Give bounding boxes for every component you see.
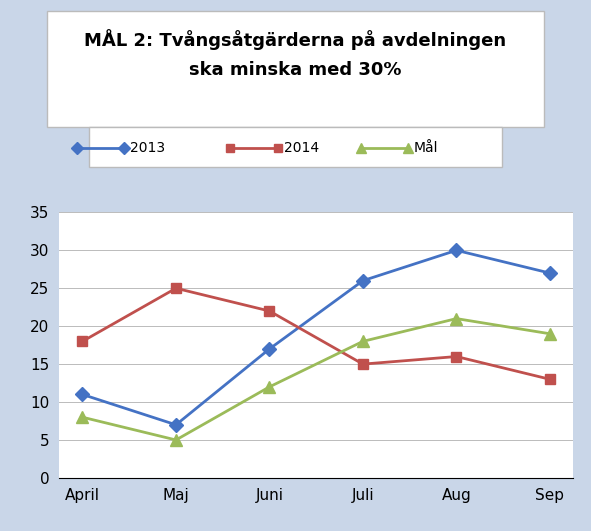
2013 — [79, 391, 86, 398]
2014 — [79, 338, 86, 345]
2014 — [453, 353, 460, 359]
Mål — [359, 338, 366, 345]
Text: ska minska med 30%: ska minska med 30% — [189, 61, 402, 79]
Mål — [79, 414, 86, 421]
Text: 2013: 2013 — [130, 141, 165, 155]
Mål — [546, 331, 553, 337]
2013 — [173, 422, 180, 428]
2014 — [266, 308, 273, 314]
Line: 2014: 2014 — [77, 284, 555, 384]
Text: 2014: 2014 — [284, 141, 319, 155]
Mål — [453, 315, 460, 322]
Line: Mål: Mål — [77, 313, 556, 446]
2013 — [546, 270, 553, 276]
Mål — [173, 437, 180, 443]
2014 — [546, 376, 553, 382]
Text: Mål: Mål — [414, 141, 438, 155]
2013 — [266, 346, 273, 352]
2014 — [359, 361, 366, 367]
Line: 2013: 2013 — [77, 245, 555, 430]
Mål — [266, 384, 273, 390]
2013 — [453, 247, 460, 253]
2013 — [359, 278, 366, 284]
Text: MÅL 2: Tvångsåtgärderna på avdelningen: MÅL 2: Tvångsåtgärderna på avdelningen — [85, 29, 506, 50]
2014 — [173, 285, 180, 292]
